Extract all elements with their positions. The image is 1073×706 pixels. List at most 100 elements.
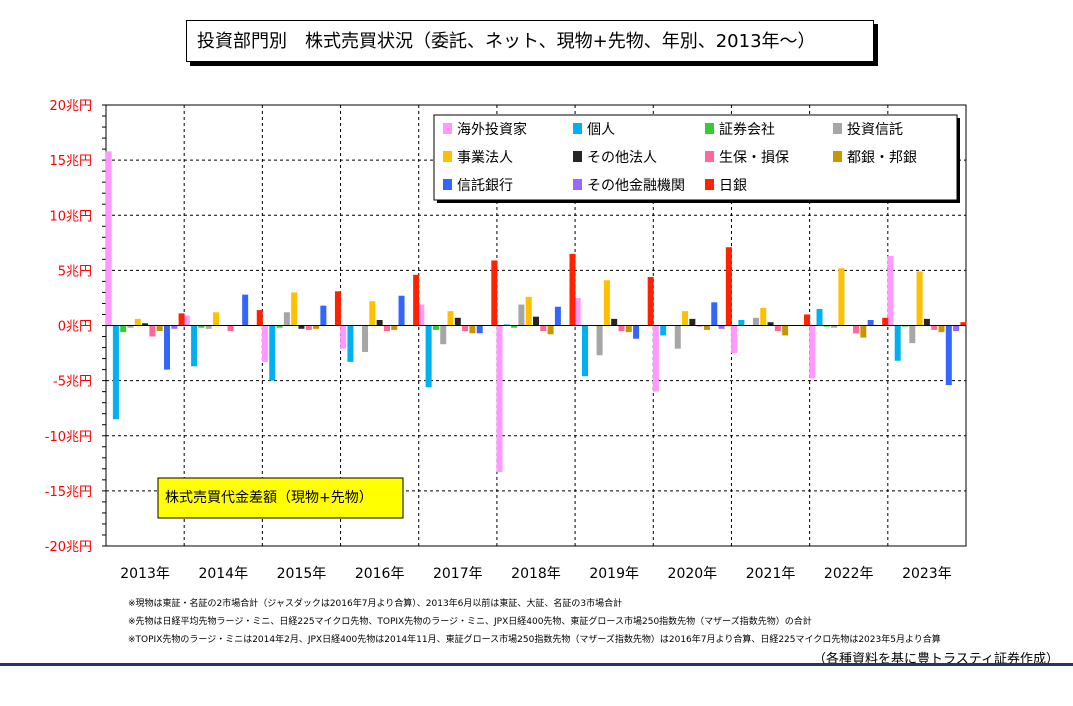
bar bbox=[960, 322, 967, 326]
bar bbox=[503, 324, 510, 326]
bar bbox=[320, 305, 327, 326]
legend-label: 生保・損保 bbox=[719, 150, 789, 166]
bar bbox=[347, 325, 354, 362]
bar bbox=[853, 325, 860, 334]
legend-swatch bbox=[573, 179, 582, 190]
bar bbox=[462, 325, 469, 332]
bar bbox=[491, 260, 498, 326]
annotation-label: 株式売買代金差額（現物+先物） bbox=[165, 490, 373, 506]
bar bbox=[611, 318, 618, 326]
bar bbox=[127, 325, 134, 328]
bar bbox=[440, 325, 447, 345]
bar bbox=[191, 325, 198, 367]
legend-swatch bbox=[573, 123, 582, 134]
bar bbox=[804, 314, 811, 326]
x-category-label: 2016年 bbox=[355, 566, 405, 582]
x-category-label: 2015年 bbox=[277, 566, 327, 582]
bar bbox=[511, 325, 518, 328]
legend-swatch bbox=[833, 123, 842, 134]
bar bbox=[703, 325, 710, 330]
legend-label: 信託銀行 bbox=[457, 178, 513, 194]
x-category-label: 2022年 bbox=[824, 566, 874, 582]
bar bbox=[533, 316, 539, 326]
bar bbox=[469, 325, 476, 334]
bar bbox=[938, 325, 945, 333]
legend-label: 投資信託 bbox=[847, 122, 903, 138]
bar bbox=[823, 325, 830, 327]
bar bbox=[383, 325, 390, 332]
bar bbox=[894, 325, 901, 361]
legend-swatch bbox=[443, 151, 452, 162]
bar bbox=[149, 325, 156, 337]
bar bbox=[554, 306, 561, 326]
bar bbox=[760, 307, 767, 326]
bar bbox=[603, 280, 610, 326]
bar bbox=[256, 310, 263, 326]
bar bbox=[432, 325, 439, 330]
bar bbox=[261, 325, 268, 362]
bar bbox=[887, 256, 894, 326]
bar bbox=[711, 302, 718, 326]
bar bbox=[725, 247, 732, 326]
bar bbox=[731, 325, 738, 354]
bar bbox=[269, 325, 276, 381]
legend-label: 証券会社 bbox=[719, 122, 775, 138]
bar bbox=[767, 322, 774, 326]
legend-label: 海外投資家 bbox=[457, 121, 527, 138]
bar bbox=[902, 325, 909, 327]
bar bbox=[916, 271, 923, 326]
bar bbox=[633, 325, 640, 339]
legend-swatch bbox=[705, 123, 714, 134]
bar bbox=[313, 325, 320, 329]
bar bbox=[931, 325, 938, 330]
legend-label: 個人 bbox=[587, 122, 615, 138]
footnote-3: ※TOPIX先物のラージ・ミニは2014年2月、JPX日経400先物は2014年… bbox=[128, 635, 941, 645]
bar bbox=[183, 315, 190, 326]
bar bbox=[112, 325, 119, 420]
bar bbox=[525, 296, 532, 326]
bar bbox=[298, 325, 305, 329]
bar bbox=[454, 317, 461, 326]
legend-label: 事業法人 bbox=[457, 150, 513, 166]
y-tick-label: 0兆円 bbox=[58, 320, 92, 335]
bar bbox=[476, 325, 483, 334]
legend-label: その他金融機関 bbox=[587, 178, 685, 194]
bar bbox=[838, 268, 845, 326]
bar bbox=[120, 325, 127, 333]
bar bbox=[447, 311, 454, 326]
bar bbox=[242, 294, 249, 326]
bar bbox=[774, 325, 781, 332]
legend-swatch bbox=[705, 179, 714, 190]
bar bbox=[945, 325, 952, 386]
bar bbox=[752, 317, 759, 326]
bar bbox=[156, 325, 163, 332]
bar bbox=[413, 274, 420, 326]
bar bbox=[163, 325, 170, 370]
bar bbox=[547, 325, 554, 335]
bar bbox=[276, 325, 283, 328]
chart-title: 投資部門別 株式売買状況（委託、ネット、現物+先物、年別、2013年～） bbox=[186, 20, 874, 62]
bar bbox=[953, 325, 960, 332]
bar bbox=[496, 325, 503, 473]
bar bbox=[369, 301, 376, 326]
y-tick-label: -15兆円 bbox=[45, 485, 92, 500]
bar bbox=[212, 312, 219, 326]
bar bbox=[696, 325, 703, 327]
bar bbox=[569, 253, 576, 326]
footnote-1: ※現物は東証・名証の2市場合計（ジャスダックは2016年7月より合算）、2013… bbox=[128, 599, 623, 609]
bar bbox=[923, 318, 930, 326]
legend-swatch bbox=[443, 123, 452, 134]
bar bbox=[340, 325, 347, 349]
y-tick-label: 20兆円 bbox=[49, 99, 92, 114]
bar bbox=[674, 325, 681, 349]
bar bbox=[809, 325, 816, 379]
bar bbox=[909, 325, 916, 344]
bar bbox=[860, 325, 867, 338]
x-category-label: 2019年 bbox=[589, 566, 639, 582]
y-tick-label: -5兆円 bbox=[53, 375, 92, 390]
bar bbox=[660, 325, 667, 336]
bar bbox=[816, 308, 823, 326]
bar bbox=[618, 325, 625, 332]
bar bbox=[198, 325, 205, 328]
